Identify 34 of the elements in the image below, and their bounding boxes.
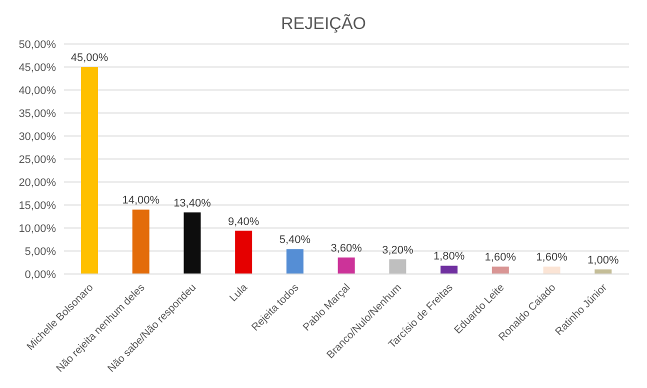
bar xyxy=(81,67,98,274)
data-label: 45,00% xyxy=(70,52,108,64)
data-label: 1,80% xyxy=(433,250,465,263)
data-label: 1,60% xyxy=(536,252,568,264)
bar xyxy=(389,259,406,274)
bar xyxy=(184,212,201,274)
y-tick-label: 40,00% xyxy=(18,84,56,97)
y-tick-label: 0,00% xyxy=(24,268,56,281)
chart-title: REJEIÇÃO xyxy=(280,14,368,34)
data-label: 1,60% xyxy=(484,252,516,264)
bar xyxy=(235,230,252,274)
bar xyxy=(440,266,458,274)
y-tick-label: 5,00% xyxy=(24,246,56,258)
bar xyxy=(492,266,509,274)
data-label: 14,00% xyxy=(122,194,160,207)
data-label: 3,20% xyxy=(382,244,414,256)
bar xyxy=(543,266,560,274)
y-tick-label: 45,00% xyxy=(18,62,56,74)
y-tick-label: 10,00% xyxy=(18,222,56,235)
bar xyxy=(132,210,150,274)
data-label: 9,40% xyxy=(228,216,260,228)
y-tick-label: 50,00% xyxy=(18,38,56,51)
y-tick-label: 25,00% xyxy=(18,154,56,166)
y-tick-label: 20,00% xyxy=(18,176,56,189)
data-label: 3,60% xyxy=(330,242,362,254)
y-tick-label: 30,00% xyxy=(18,130,56,143)
data-label: 13,40% xyxy=(174,197,212,210)
bar xyxy=(338,257,355,274)
data-label: 1,00% xyxy=(588,254,619,266)
y-tick-label: 35,00% xyxy=(18,108,56,120)
x-tick-label: Lula xyxy=(227,282,250,304)
bar xyxy=(286,249,304,274)
data-label: 5,40% xyxy=(279,234,311,246)
y-tick-label: 15,00% xyxy=(18,200,56,212)
